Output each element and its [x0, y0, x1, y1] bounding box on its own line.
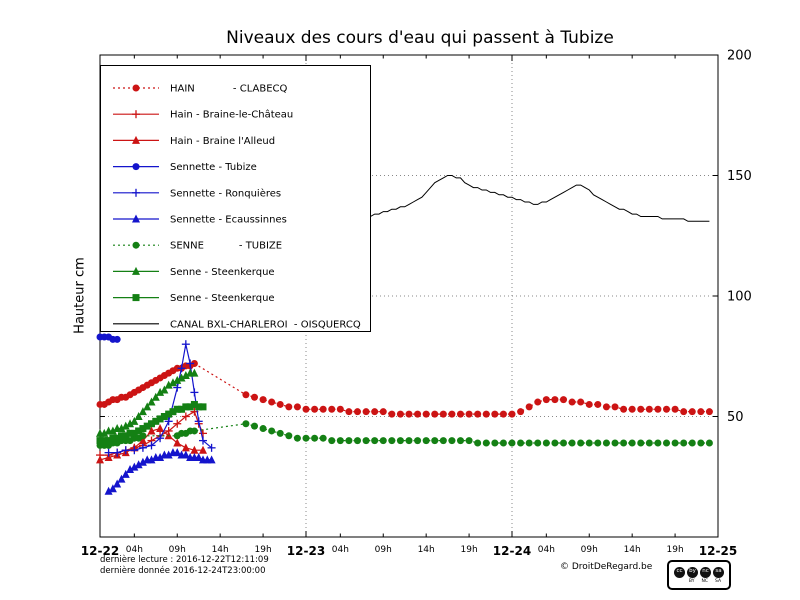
x-major-tick-label: 12-25 [699, 544, 737, 558]
series-sennette-tubize [96, 333, 121, 343]
legend-label-sennette-ronquieres: Sennette - Ronquières [170, 187, 281, 199]
legend-label-hain-braine-le-chateau: Hain - Braine-le-Château [170, 109, 293, 121]
series-sennette-ecaussinnes [104, 448, 216, 495]
legend-label-senne-tubize: SENNE - TUBIZE [170, 241, 282, 252]
cc-license-badge[interactable]: cc by nc sa BY NC SA [667, 560, 731, 590]
cc-by-label: BY [688, 578, 695, 584]
legend-label-sennette-tubize: Sennette - Tubize [170, 162, 257, 173]
cc-labels-row: BY NC SA [689, 579, 721, 584]
series-senne-steenkerque-1 [96, 368, 199, 437]
last-data-text: dernière donnée 2016-12-24T23:00:00 [100, 566, 266, 576]
legend-label-hain-clabecq: HAIN - CLABECQ [170, 84, 288, 95]
y-tick-label: 150 [727, 169, 752, 184]
legend-label-hain-braine-l-alleud: Hain - Braine l'Alleud [170, 136, 275, 147]
cc-by-icon: by [687, 566, 698, 578]
x-minor-tick-label: 04h [126, 545, 143, 555]
series-senne-tubize [96, 420, 713, 449]
copyright-text: © DroitDeRegard.be [560, 562, 653, 572]
series-sennette-ronquieres [104, 340, 216, 457]
legend-label-senne-steenkerque-1: Senne - Steenkerque [170, 267, 275, 278]
chart-title: Niveaux des cours d'eau qui passent à Tu… [226, 28, 614, 48]
series-canal-bxl-charleroi-oisquercq [99, 175, 710, 222]
legend-label-sennette-ecaussinnes: Sennette - Ecaussinnes [170, 215, 287, 226]
cc-nc-icon: nc [700, 566, 711, 578]
last-read-text: dernière lecture : 2016-12-22T12:11:09 [100, 555, 269, 565]
legend-label-canal-bxl-charleroi-oisquercq: CANAL BXL-CHARLEROI - OISQUERCQ [170, 319, 361, 330]
x-minor-tick-label: 19h [667, 545, 684, 555]
x-major-tick-label: 12-22 [81, 544, 119, 558]
series-senne-steenkerque-2 [96, 400, 207, 445]
cc-sa-label: SA [715, 578, 722, 584]
x-minor-tick-label: 04h [538, 545, 555, 555]
x-minor-tick-label: 04h [332, 545, 349, 555]
x-minor-tick-label: 14h [212, 545, 229, 555]
y-tick-label: 200 [727, 49, 752, 64]
x-minor-tick-label: 19h [461, 545, 478, 555]
y-tick-label: 50 [727, 410, 744, 425]
x-minor-tick-label: 09h [581, 545, 598, 555]
x-major-tick-label: 12-24 [493, 544, 531, 558]
y-tick-label: 100 [727, 290, 752, 305]
x-minor-tick-label: 19h [255, 545, 272, 555]
x-minor-tick-label: 14h [418, 545, 435, 555]
legend: HAIN - CLABECQ Hain - Braine-le-Château Ha… [100, 65, 371, 332]
x-minor-tick-label: 09h [169, 545, 186, 555]
cc-icon: cc [674, 566, 685, 578]
legend-label-senne-steenkerque-2: Senne - Steenkerque [170, 293, 275, 304]
cc-sa-icon: sa [713, 566, 724, 578]
cc-nc-label: NC [701, 578, 709, 584]
x-major-tick-label: 12-23 [287, 544, 325, 558]
cc-icons-row: cc by nc sa [674, 566, 724, 578]
x-minor-tick-label: 09h [375, 545, 392, 555]
x-minor-tick-label: 14h [624, 545, 641, 555]
series-hain-clabecq [96, 359, 713, 418]
